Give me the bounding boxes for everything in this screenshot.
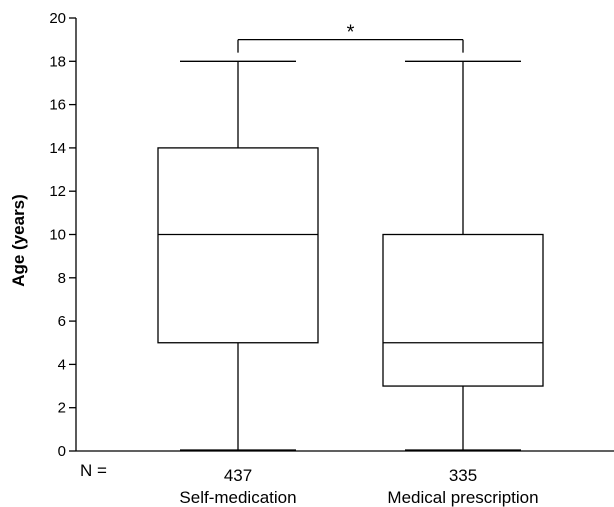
- y-tick-label: 4: [58, 356, 66, 373]
- y-tick-label: 18: [49, 53, 66, 70]
- box-group: 437 Self-medication: [157, 60, 319, 507]
- n-value-label: 335: [449, 466, 477, 485]
- y-tick-label: 8: [58, 270, 66, 287]
- y-tick-label: 6: [58, 313, 66, 330]
- y-tick-label: 20: [49, 10, 66, 27]
- y-axis-ticks: 0 2 4 6 8 10 12 14 16 18 20: [49, 10, 76, 460]
- box-group: 335 Medical prescription: [382, 60, 544, 507]
- y-tick-label: 10: [49, 227, 66, 244]
- iqr-box: [382, 233, 544, 387]
- n-value-label: 437: [224, 466, 252, 485]
- y-axis-title: Age (years): [9, 194, 28, 287]
- significance-bracket: *: [237, 22, 464, 53]
- y-tick-label: 14: [49, 140, 66, 157]
- category-label: Medical prescription: [387, 488, 538, 507]
- y-tick-label: 2: [58, 400, 66, 417]
- category-label: Self-medication: [179, 488, 296, 507]
- n-prefix-label: N =: [80, 461, 107, 480]
- y-tick-label: 0: [58, 443, 66, 460]
- boxes: 437 Self-medication 335 Medical prescriptio…: [157, 60, 544, 507]
- iqr-box: [157, 147, 319, 344]
- y-tick-label: 12: [49, 183, 66, 200]
- significance-marker: *: [347, 22, 355, 44]
- y-tick-label: 16: [49, 97, 66, 114]
